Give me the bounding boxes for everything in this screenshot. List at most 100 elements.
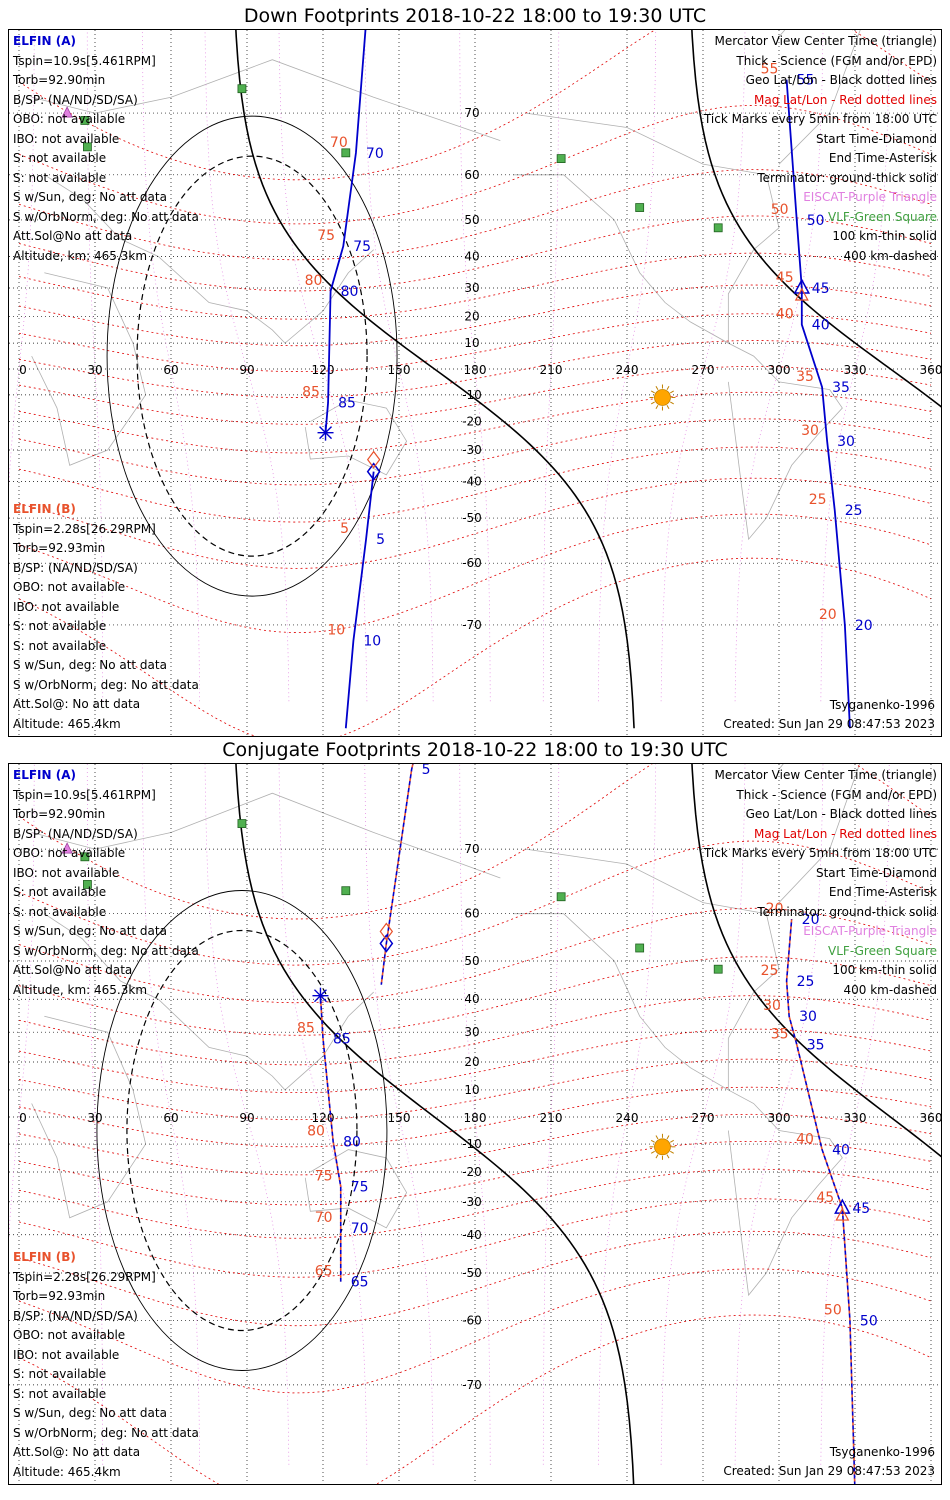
terminator-line — [235, 764, 635, 1484]
model-label: Tsyganenko-1996 — [829, 1445, 935, 1459]
legend-entry: 400 km-dashed — [843, 982, 937, 997]
info-line: Torb=92.93min — [13, 1289, 106, 1303]
center-time-triangle-b — [794, 287, 809, 301]
y-tick-label: -70 — [462, 1378, 482, 1392]
x-tick-label: 120 — [312, 1111, 335, 1125]
vlf-station-marker — [83, 142, 92, 152]
y-tick-label: 60 — [464, 907, 479, 921]
info-line: S: not available — [13, 1386, 107, 1401]
x-tick-label: 30 — [87, 1111, 102, 1125]
mag-parallel — [18, 907, 932, 1004]
x-tick-label: 240 — [616, 363, 639, 377]
mag-parallel — [18, 418, 932, 486]
sun-ray — [666, 405, 670, 409]
info-line: S w/OrbNorm, deg: No att data — [13, 209, 199, 224]
sun-ray — [655, 405, 659, 409]
mag-parallel — [18, 995, 932, 1066]
x-tick-label: 270 — [692, 363, 715, 377]
mag-meridian — [9, 764, 35, 1241]
tick-label-b: 40 — [776, 307, 794, 323]
spacecraft-name: ELFIN (B) — [13, 502, 76, 516]
info-line: Att.Sol@: No att data — [13, 1445, 141, 1459]
x-tick-label: 60 — [163, 363, 178, 377]
tick-label-b: 35 — [796, 369, 814, 385]
tick-label-a: 40 — [812, 318, 830, 334]
vlf-station-marker — [713, 223, 723, 233]
tick-label-b: 35 — [771, 1026, 789, 1042]
tick-label-a: 25 — [845, 503, 863, 519]
vlf-station-marker — [80, 852, 90, 862]
tick-label-a: 75 — [353, 239, 371, 255]
info-line: OBO: not available — [13, 112, 126, 126]
y-tick-label: 50 — [464, 213, 479, 227]
coastline — [513, 848, 780, 1091]
y-tick-label: 30 — [464, 1025, 479, 1039]
elfin-a-track — [324, 30, 367, 433]
y-tick-label: 60 — [464, 168, 479, 182]
mag-meridian — [660, 30, 746, 702]
mag-parallel — [18, 1086, 932, 1148]
sun-ray — [650, 401, 655, 405]
mag-meridian — [86, 764, 104, 1465]
tick-label-a: 70 — [351, 1221, 369, 1237]
tick-label-a: 45 — [852, 1201, 870, 1217]
legend-entry: EISCAT-Purple Triangle — [803, 190, 937, 204]
x-tick-label: 360 — [920, 363, 941, 377]
sun-ray — [666, 385, 670, 390]
tick-label-a: 20 — [802, 912, 820, 928]
mag-parallel — [18, 1198, 932, 1278]
start-time-diamond — [366, 462, 381, 481]
map-svg-down: 0 30 60 90 120 150 180 210 240 270 300 330 360 70 60 50… — [9, 30, 941, 736]
mag-parallel — [18, 840, 932, 966]
mag-parallel — [18, 1268, 932, 1394]
vlf-station-marker — [556, 892, 566, 902]
info-line: S w/Sun, deg: No att data — [13, 1406, 167, 1420]
tick-label-b: 80 — [307, 1123, 325, 1139]
mag-parallel — [18, 391, 932, 454]
legend-entry: Mercator View Center Time (triangle) — [714, 768, 937, 782]
y-tick-label: -20 — [462, 415, 482, 429]
tick-label-a: 25 — [797, 974, 815, 990]
x-tick-label: 0 — [19, 363, 27, 377]
y-tick-label: 20 — [464, 1055, 479, 1069]
mag-meridian — [278, 764, 368, 1465]
chart-title-down: Down Footprints 2018-10-22 18:00 to 19:3… — [243, 5, 707, 27]
x-tick-label: 210 — [540, 363, 563, 377]
legend-entry: VLF-Green Square — [828, 943, 937, 958]
y-tick-label: -70 — [462, 618, 482, 632]
info-line: Altitude: 465.4km — [13, 1464, 121, 1479]
mag-parallel — [18, 446, 932, 523]
legend-entry: End Time-Asterisk — [828, 885, 937, 899]
info-line: Tspin=2.28s[26.29RPM] — [13, 521, 156, 536]
center-time-triangle-b — [835, 1207, 850, 1221]
y-tick-label: -40 — [462, 1228, 482, 1242]
sun-ray — [650, 1139, 655, 1143]
info-line: B/SP: (NA/ND/SD/SA) — [13, 92, 138, 107]
x-tick-label: 0 — [19, 1111, 27, 1125]
elfin-b-info: ELFIN (B) Tspin=2.28s[26.29RPM] Torb=92.93… — [13, 500, 199, 734]
center-time-triangle — [834, 1198, 851, 1214]
legend-entry: Mag Lat/Lon - Red dotted lines — [753, 826, 937, 841]
legend: Mercator View Center Time (triangle) Thic… — [704, 32, 937, 266]
info-line: Altitude: 465.4km — [13, 716, 121, 731]
info-line: Tspin=2.28s[26.29RPM] — [13, 1269, 156, 1284]
mag-parallel — [18, 105, 932, 225]
mag-meridian — [204, 30, 290, 702]
tick-label-b: 75 — [315, 1169, 333, 1185]
y-tick-label: -20 — [462, 1165, 482, 1179]
legend: Mercator View Center Time (triangle) Thic… — [704, 766, 937, 1000]
x-tick-label: 150 — [388, 363, 411, 377]
vlf-station-marker — [635, 203, 645, 212]
tick-label-b: 50 — [824, 1302, 842, 1318]
y-tick-label: 10 — [464, 1083, 479, 1097]
mag-meridian — [542, 764, 560, 1465]
legend-entry: Mercator View Center Time (triangle) — [714, 34, 937, 48]
y-tick-label: -60 — [462, 556, 482, 570]
elfin-b-info: ELFIN (B) Tspin=2.28s[26.29RPM] Torb=92.93… — [13, 1248, 199, 1482]
y-tick-label: -40 — [462, 475, 482, 489]
coastline — [304, 1149, 408, 1229]
coastline — [31, 792, 501, 879]
info-line: OBO: not available — [13, 1328, 126, 1342]
x-tick-label: 120 — [312, 363, 335, 377]
coastline — [778, 764, 860, 903]
